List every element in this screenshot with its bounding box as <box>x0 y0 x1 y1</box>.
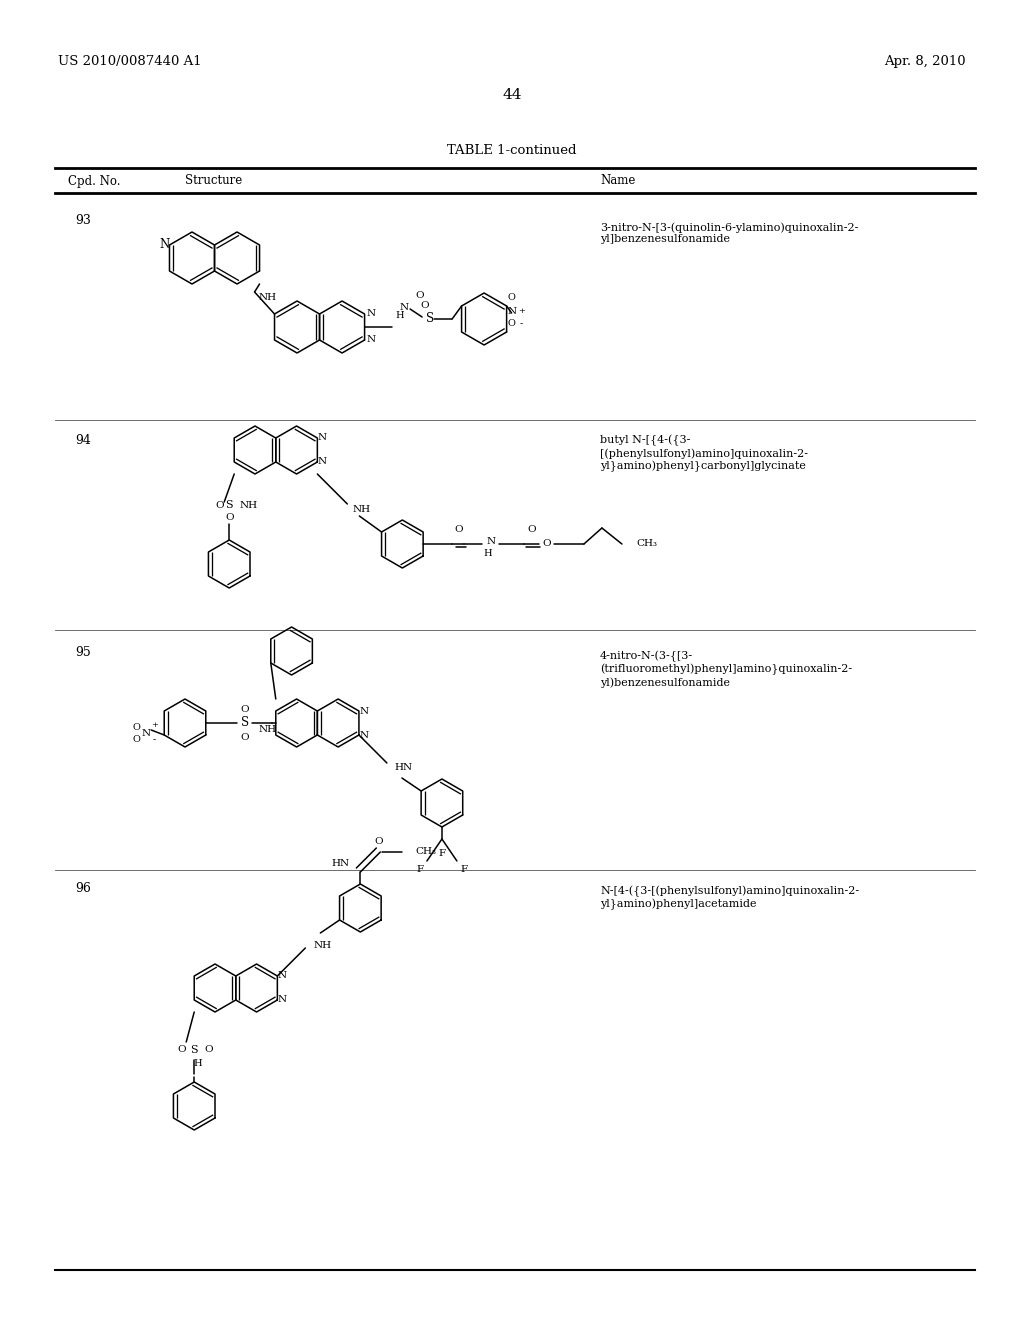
Text: H: H <box>483 549 493 558</box>
Text: 93: 93 <box>75 214 91 227</box>
Text: O: O <box>215 500 223 510</box>
Text: Cpd. No.: Cpd. No. <box>68 174 121 187</box>
Text: N-[4-({3-[(phenylsulfonyl)amino]quinoxalin-2-
yl}amino)phenyl]acetamide: N-[4-({3-[(phenylsulfonyl)amino]quinoxal… <box>600 886 859 911</box>
Text: N: N <box>366 335 375 345</box>
Text: F: F <box>461 865 468 874</box>
Text: O: O <box>177 1045 185 1055</box>
Text: N: N <box>278 972 287 981</box>
Text: HN: HN <box>332 859 349 869</box>
Text: 95: 95 <box>75 647 91 660</box>
Text: HN: HN <box>395 763 413 772</box>
Text: N: N <box>317 433 327 442</box>
Text: N: N <box>507 306 516 315</box>
Text: O: O <box>508 319 515 329</box>
Text: O: O <box>132 735 140 744</box>
Text: -: - <box>153 735 156 744</box>
Text: O: O <box>543 540 551 549</box>
Text: S: S <box>190 1045 198 1055</box>
Text: butyl N-[{4-({3-
[(phenylsulfonyl)amino]quinoxalin-2-
yl}amino)phenyl}carbonyl]g: butyl N-[{4-({3- [(phenylsulfonyl)amino]… <box>600 436 808 471</box>
Text: S: S <box>225 500 233 510</box>
Text: O: O <box>421 301 429 309</box>
Text: 96: 96 <box>75 882 91 895</box>
Text: 94: 94 <box>75 433 91 446</box>
Text: S: S <box>241 717 249 730</box>
Text: CH₃: CH₃ <box>636 540 657 549</box>
Text: O: O <box>204 1045 213 1055</box>
Text: Apr. 8, 2010: Apr. 8, 2010 <box>885 55 966 69</box>
Text: 44: 44 <box>502 88 522 102</box>
Text: CH₃: CH₃ <box>416 847 436 857</box>
Text: S: S <box>426 313 434 326</box>
Text: O: O <box>225 513 233 523</box>
Text: N: N <box>160 239 170 252</box>
Text: NH: NH <box>259 725 276 734</box>
Text: N: N <box>366 309 375 318</box>
Text: NH: NH <box>240 500 257 510</box>
Text: Structure: Structure <box>185 174 243 187</box>
Text: O: O <box>132 722 140 731</box>
Text: O: O <box>527 525 537 535</box>
Text: TABLE 1-continued: TABLE 1-continued <box>447 144 577 157</box>
Text: +: + <box>151 721 158 729</box>
Text: NH: NH <box>258 293 276 301</box>
Text: O: O <box>508 293 515 302</box>
Text: N: N <box>486 537 496 546</box>
Text: N: N <box>317 458 327 466</box>
Text: F: F <box>417 865 424 874</box>
Text: 4-nitro-N-(3-{[3-
(trifluoromethyl)phenyl]amino}quinoxalin-2-
yl)benzenesulfonam: 4-nitro-N-(3-{[3- (trifluoromethyl)pheny… <box>600 651 852 688</box>
Text: H: H <box>396 310 404 319</box>
Text: 3-nitro-N-[3-(quinolin-6-ylamino)quinoxalin-2-
yl]benzenesulfonamide: 3-nitro-N-[3-(quinolin-6-ylamino)quinoxa… <box>600 222 858 244</box>
Text: NH: NH <box>352 504 371 513</box>
Text: N: N <box>278 995 287 1005</box>
Text: O: O <box>416 290 424 300</box>
Text: N: N <box>399 302 409 312</box>
Text: O: O <box>374 837 383 846</box>
Text: H: H <box>194 1060 203 1068</box>
Text: NH: NH <box>313 940 332 949</box>
Text: Name: Name <box>600 174 635 187</box>
Text: +: + <box>518 308 525 315</box>
Text: O: O <box>455 525 463 535</box>
Text: F: F <box>438 850 445 858</box>
Text: US 2010/0087440 A1: US 2010/0087440 A1 <box>58 55 202 69</box>
Text: O: O <box>241 705 249 714</box>
Text: N: N <box>359 730 369 739</box>
Text: O: O <box>241 733 249 742</box>
Text: -: - <box>520 319 523 329</box>
Text: N: N <box>359 706 369 715</box>
Text: N: N <box>141 729 151 738</box>
